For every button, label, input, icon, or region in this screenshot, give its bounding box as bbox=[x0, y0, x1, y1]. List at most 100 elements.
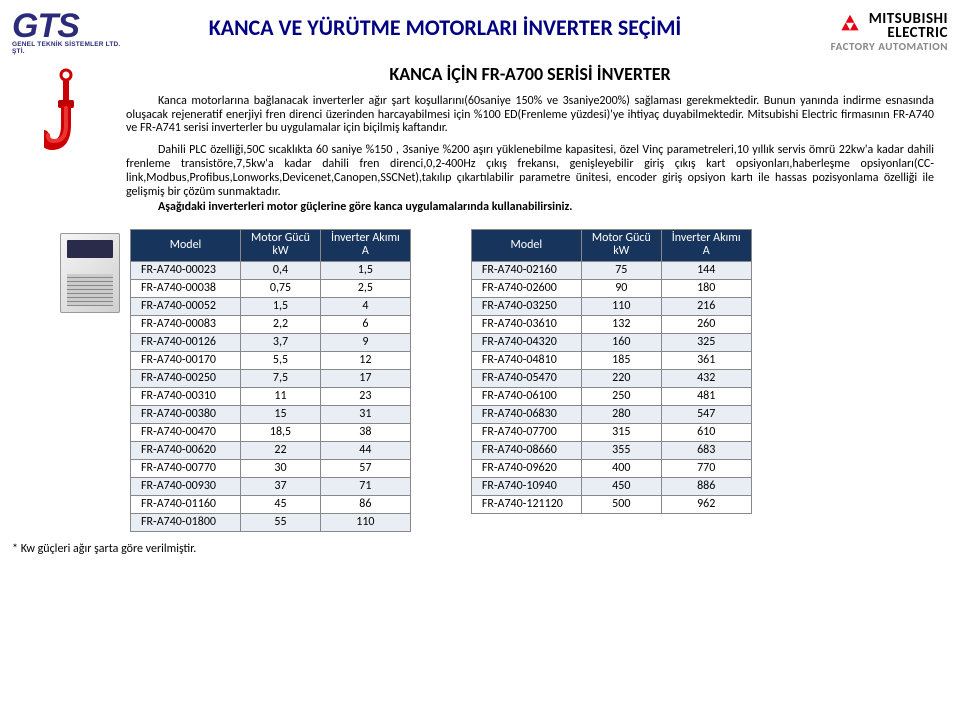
table-row: FR-A740-07700315610 bbox=[471, 423, 751, 441]
current-cell: 31 bbox=[320, 405, 410, 423]
current-cell: 38 bbox=[320, 423, 410, 441]
model-cell: FR-A740-00310 bbox=[131, 387, 241, 405]
table-row: FR-A740-011604586 bbox=[131, 495, 411, 513]
table-2-block: Model Motor GücükW İnverter AkımıA FR-A7… bbox=[471, 229, 752, 513]
power-cell: 75 bbox=[581, 261, 661, 279]
th-model: Model bbox=[471, 230, 581, 261]
th-power: Motor GücükW bbox=[581, 230, 661, 261]
th-model: Model bbox=[131, 230, 241, 261]
model-cell: FR-A740-121120 bbox=[471, 495, 581, 513]
table-row: FR-A740-001705,512 bbox=[131, 351, 411, 369]
current-cell: 57 bbox=[320, 459, 410, 477]
current-cell: 547 bbox=[661, 405, 751, 423]
model-cell: FR-A740-01160 bbox=[131, 495, 241, 513]
model-cell: FR-A740-00380 bbox=[131, 405, 241, 423]
model-cell: FR-A740-00250 bbox=[131, 369, 241, 387]
current-cell: 2,5 bbox=[320, 279, 410, 297]
current-cell: 325 bbox=[661, 333, 751, 351]
current-cell: 683 bbox=[661, 441, 751, 459]
model-cell: FR-A740-10940 bbox=[471, 477, 581, 495]
paragraph-2: Dahili PLC özelliği,50C sıcaklıkta 60 sa… bbox=[126, 144, 934, 199]
current-cell: 86 bbox=[320, 495, 410, 513]
table-row: FR-A740-000380,752,5 bbox=[131, 279, 411, 297]
hook-icon bbox=[16, 63, 116, 157]
power-cell: 450 bbox=[581, 477, 661, 495]
power-cell: 220 bbox=[581, 369, 661, 387]
current-cell: 17 bbox=[320, 369, 410, 387]
model-cell: FR-A740-05470 bbox=[471, 369, 581, 387]
model-cell: FR-A740-00620 bbox=[131, 441, 241, 459]
current-cell: 260 bbox=[661, 315, 751, 333]
current-cell: 44 bbox=[320, 441, 410, 459]
table-row: FR-A740-003801531 bbox=[131, 405, 411, 423]
current-cell: 4 bbox=[320, 297, 410, 315]
paragraph-3: Aşağıdaki inverterleri motor güçlerine g… bbox=[126, 201, 934, 215]
footnote: * Kw güçleri ağır şarta göre verilmiştir… bbox=[0, 536, 960, 566]
th-current: İnverter AkımıA bbox=[661, 230, 751, 261]
table-row: FR-A740-000521,54 bbox=[131, 297, 411, 315]
model-cell: FR-A740-03250 bbox=[471, 297, 581, 315]
current-cell: 216 bbox=[661, 297, 751, 315]
current-cell: 180 bbox=[661, 279, 751, 297]
table-row: FR-A740-0216075144 bbox=[471, 261, 751, 279]
inverter-table-2: Model Motor GücükW İnverter AkımıA FR-A7… bbox=[471, 229, 752, 513]
power-cell: 45 bbox=[241, 495, 321, 513]
power-cell: 500 bbox=[581, 495, 661, 513]
model-cell: FR-A740-00126 bbox=[131, 333, 241, 351]
model-cell: FR-A740-01800 bbox=[131, 513, 241, 531]
table-row: FR-A740-06830280547 bbox=[471, 405, 751, 423]
current-cell: 71 bbox=[320, 477, 410, 495]
model-cell: FR-A740-04810 bbox=[471, 351, 581, 369]
current-cell: 361 bbox=[661, 351, 751, 369]
model-cell: FR-A740-00770 bbox=[131, 459, 241, 477]
current-cell: 770 bbox=[661, 459, 751, 477]
power-cell: 110 bbox=[581, 297, 661, 315]
power-cell: 22 bbox=[241, 441, 321, 459]
table-row: FR-A740-03610132260 bbox=[471, 315, 751, 333]
table-1-block: Model Motor GücükW İnverter AkımıA FR-A7… bbox=[60, 229, 411, 531]
current-cell: 432 bbox=[661, 369, 751, 387]
table-row: FR-A740-04810185361 bbox=[471, 351, 751, 369]
model-cell: FR-A740-00038 bbox=[131, 279, 241, 297]
power-cell: 55 bbox=[241, 513, 321, 531]
current-cell: 886 bbox=[661, 477, 751, 495]
table-row: FR-A740-10940450886 bbox=[471, 477, 751, 495]
table-row: FR-A740-08660355683 bbox=[471, 441, 751, 459]
model-cell: FR-A740-06830 bbox=[471, 405, 581, 423]
table-row: FR-A740-003101123 bbox=[131, 387, 411, 405]
model-cell: FR-A740-02600 bbox=[471, 279, 581, 297]
mitsubishi-icon bbox=[837, 15, 863, 37]
current-cell: 610 bbox=[661, 423, 751, 441]
table-row: FR-A740-03250110216 bbox=[471, 297, 751, 315]
table-row: FR-A740-0047018,538 bbox=[131, 423, 411, 441]
power-cell: 15 bbox=[241, 405, 321, 423]
model-cell: FR-A740-04320 bbox=[471, 333, 581, 351]
power-cell: 7,5 bbox=[241, 369, 321, 387]
power-cell: 185 bbox=[581, 351, 661, 369]
table-row: FR-A740-0260090180 bbox=[471, 279, 751, 297]
power-cell: 160 bbox=[581, 333, 661, 351]
table-row: FR-A740-121120500962 bbox=[471, 495, 751, 513]
table-row: FR-A740-007703057 bbox=[131, 459, 411, 477]
power-cell: 0,4 bbox=[241, 261, 321, 279]
current-cell: 9 bbox=[320, 333, 410, 351]
table-row: FR-A740-001263,79 bbox=[131, 333, 411, 351]
model-cell: FR-A740-08660 bbox=[471, 441, 581, 459]
power-cell: 315 bbox=[581, 423, 661, 441]
model-cell: FR-A740-00052 bbox=[131, 297, 241, 315]
power-cell: 1,5 bbox=[241, 297, 321, 315]
model-cell: FR-A740-06100 bbox=[471, 387, 581, 405]
current-cell: 1,5 bbox=[320, 261, 410, 279]
inverter-table-1: Model Motor GücükW İnverter AkımıA FR-A7… bbox=[130, 229, 411, 531]
model-cell: FR-A740-00170 bbox=[131, 351, 241, 369]
inverter-image bbox=[60, 233, 120, 313]
title-area: KANCA VE YÜRÜTME MOTORLARI İNVERTER SEÇİ… bbox=[132, 8, 758, 41]
power-cell: 90 bbox=[581, 279, 661, 297]
table-row: FR-A740-000230,41,5 bbox=[131, 261, 411, 279]
power-cell: 3,7 bbox=[241, 333, 321, 351]
power-cell: 37 bbox=[241, 477, 321, 495]
power-cell: 400 bbox=[581, 459, 661, 477]
model-cell: FR-A740-00083 bbox=[131, 315, 241, 333]
table-row: FR-A740-000832,26 bbox=[131, 315, 411, 333]
tables-container: Model Motor GücükW İnverter AkımıA FR-A7… bbox=[0, 215, 960, 535]
